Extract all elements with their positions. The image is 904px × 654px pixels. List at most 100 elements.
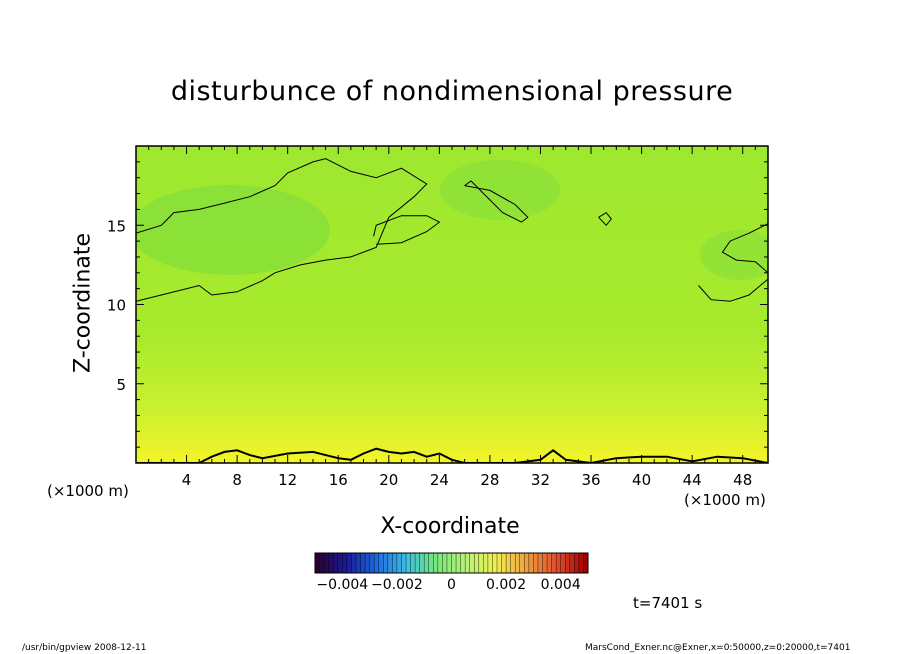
field-patch-upper-left — [136, 185, 330, 275]
colorbar-cell — [460, 553, 466, 573]
contour-line-upper-left — [136, 158, 428, 302]
colorbar-cell — [542, 553, 548, 573]
colorbar-cell — [487, 553, 493, 573]
contour-line-right-small — [598, 211, 612, 227]
colorbar-cell — [574, 553, 580, 573]
colorbar-frame — [314, 552, 589, 574]
x-tick-label: 32 — [531, 471, 550, 489]
y-axis-ticks: 5 10 15 — [107, 161, 768, 448]
field-patch-right — [700, 230, 768, 280]
colorbar-cell — [537, 553, 543, 573]
colorbar-cell — [524, 553, 530, 573]
colorbar-cell — [497, 553, 503, 573]
colorbar-cell — [337, 553, 343, 573]
colorbar-cell — [383, 553, 389, 573]
x-tick-label: 8 — [232, 471, 242, 489]
x-tick-label: 16 — [329, 471, 348, 489]
colorbar-cell — [369, 553, 375, 573]
colorbar-cell — [583, 553, 589, 573]
contour-line-top-blob — [464, 180, 529, 223]
x-tick-label: 40 — [632, 471, 651, 489]
colorbar-cell — [556, 553, 562, 573]
colorbar-cell — [333, 553, 339, 573]
colorbar-cell — [410, 553, 416, 573]
colorbar-cell — [319, 553, 325, 573]
x-axis-ticks: 4 8 12 16 20 24 28 32 36 40 44 48 — [148, 146, 756, 489]
colorbar-cell — [419, 553, 425, 573]
colorbar-cell — [446, 553, 452, 573]
colorbar-cell — [355, 553, 361, 573]
colorbar-cell — [551, 553, 557, 573]
colorbar-cell — [519, 553, 525, 573]
time-label: t=7401 s — [633, 594, 703, 612]
colorbar-cell — [351, 553, 357, 573]
colorbar-cell — [328, 553, 334, 573]
field-patch-top — [440, 160, 560, 220]
colorbar — [314, 552, 589, 574]
colorbar-cell — [565, 553, 571, 573]
colorbar-cell — [442, 553, 448, 573]
colorbar-cell — [437, 553, 443, 573]
colorbar-cell — [360, 553, 366, 573]
colorbar-cell — [378, 553, 384, 573]
y-tick-label: 10 — [107, 297, 126, 315]
x-tick-label: 44 — [683, 471, 702, 489]
colorbar-cell — [374, 553, 380, 573]
x-tick-label: 20 — [379, 471, 398, 489]
y-tick-label: 15 — [107, 217, 126, 235]
colorbar-cell — [451, 553, 457, 573]
colorbar-cell — [474, 553, 480, 573]
colorbar-cell — [478, 553, 484, 573]
contour-line-right-lower — [698, 278, 768, 302]
colorbar-cell — [392, 553, 398, 573]
colorbar-cell — [315, 553, 321, 573]
x-tick-label: 48 — [733, 471, 752, 489]
x-tick-label: 4 — [182, 471, 192, 489]
colorbar-cell — [365, 553, 371, 573]
colorbar-tick-label: 0 — [447, 577, 456, 593]
colorbar-cell — [528, 553, 534, 573]
colorbar-cell — [428, 553, 434, 573]
colorbar-cell — [465, 553, 471, 573]
contour-line-right-edge — [721, 223, 768, 274]
colorbar-cell — [396, 553, 402, 573]
chart-title: disturbunce of nondimensional pressure — [170, 76, 734, 107]
colorbar-cell — [569, 553, 575, 573]
colorbar-tick-label: −0.002 — [370, 577, 423, 593]
colorbar-cell — [492, 553, 498, 573]
colorbar-cell — [406, 553, 412, 573]
zero-contours — [136, 158, 768, 463]
colorbar-cell — [515, 553, 521, 573]
colorbar-cell — [547, 553, 553, 573]
colorbar-cell — [342, 553, 348, 573]
colorbar-cell — [506, 553, 512, 573]
colorbar-cell — [533, 553, 539, 573]
colorbar-cell — [387, 553, 393, 573]
colorbar-cell — [469, 553, 475, 573]
x-tick-label: 12 — [278, 471, 297, 489]
colorbar-cell — [483, 553, 489, 573]
x-tick-label: 24 — [430, 471, 449, 489]
colorbar-cell — [415, 553, 421, 573]
x-tick-label: 28 — [480, 471, 499, 489]
colorbar-cell — [424, 553, 430, 573]
colorbar-cell — [578, 553, 584, 573]
contour-line-mid-blob — [373, 215, 441, 245]
colorbar-cell — [401, 553, 407, 573]
contour-line-surface — [136, 447, 768, 463]
colorbar-tick-label: 0.002 — [486, 577, 527, 593]
x-axis-label: X-coordinate — [380, 514, 520, 539]
colorbar-tick-label: 0.004 — [540, 577, 581, 593]
colorbar-tick-label: −0.004 — [316, 577, 369, 593]
colorbar-cell — [560, 553, 566, 573]
footer-command-date: /usr/bin/gpview 2008-12-11 — [22, 643, 147, 653]
colorbar-cell — [501, 553, 507, 573]
x-tick-label: 36 — [581, 471, 600, 489]
x-unit-label-left: (×1000 m) — [47, 482, 129, 500]
colorbar-cell — [433, 553, 439, 573]
y-tick-label: 5 — [116, 376, 126, 394]
colorbar-cell — [510, 553, 516, 573]
y-axis-label: Z-coordinate — [70, 233, 96, 373]
colorbar-cell — [324, 553, 330, 573]
